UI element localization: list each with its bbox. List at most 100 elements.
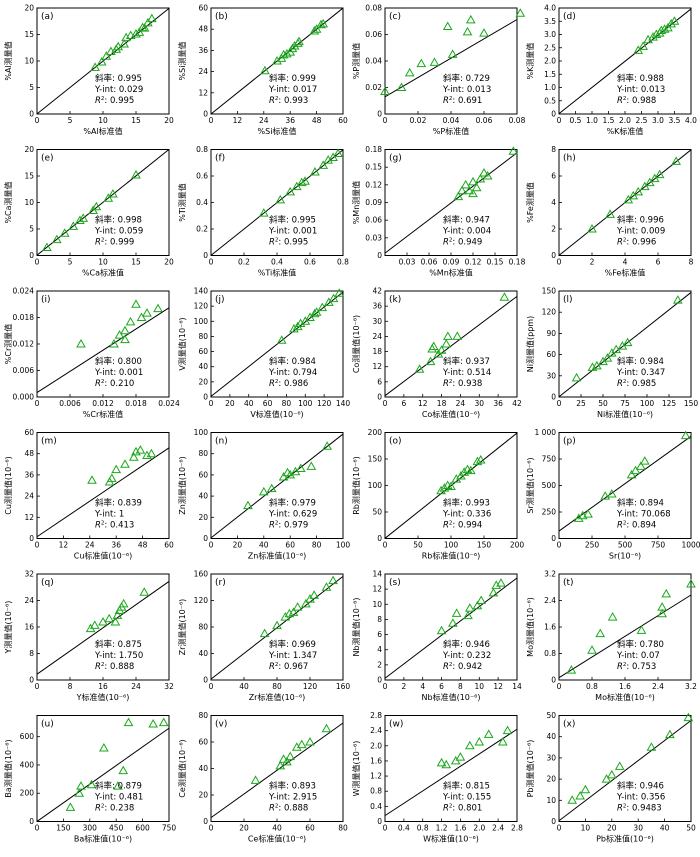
yint-stat: Y-int: 1 xyxy=(94,510,124,520)
data-point xyxy=(109,338,119,348)
data-point xyxy=(123,717,134,727)
y-tick-label: 20 xyxy=(198,791,208,800)
y-tick-label: 0.8 xyxy=(196,145,208,154)
data-point xyxy=(328,575,338,585)
r2-stat: R2: 0.949 xyxy=(443,238,482,248)
x-axis-label: %Mn标准值 xyxy=(429,268,473,278)
slope-stat: 斜率: 0.947 xyxy=(443,215,490,226)
x-tick-label: 120 xyxy=(317,399,332,408)
x-tick-label: 6 xyxy=(401,399,406,408)
data-point xyxy=(680,430,691,440)
panel-label: (g) xyxy=(389,154,402,164)
x-tick-label: 60 xyxy=(164,541,174,550)
yint-stat: Y-int: 1.347 xyxy=(268,651,317,661)
panel-label: (a) xyxy=(41,12,54,22)
data-point xyxy=(451,608,462,617)
x-tick-label: 5 xyxy=(68,258,73,267)
x-tick-label: 500 xyxy=(618,541,633,550)
y-tick-label: 0.06 xyxy=(365,30,382,39)
chart-panel-b: 0 12 24 36 48 60 0 12 24 36 48 60 %Si标准值 %Si测量值 (b) 斜率:… xyxy=(177,4,348,137)
data-point xyxy=(659,24,670,33)
panel-label: (p) xyxy=(563,437,576,447)
y-tick-label: 0 xyxy=(29,534,34,543)
y-tick-label: 36 xyxy=(198,46,208,55)
y-tick-label: 100 xyxy=(194,317,209,326)
plot-frame xyxy=(384,573,518,681)
y-tick-label: 200 xyxy=(368,428,383,437)
x-tick-label: 120 xyxy=(303,682,318,691)
x-axis-label: Nb标准值(10⁻⁶) xyxy=(422,692,481,702)
x-tick-label: 12 xyxy=(233,116,243,125)
data-point xyxy=(575,791,585,800)
regression-line xyxy=(36,307,170,394)
chart-panel-i: 0 0.006 0.012 0.018 0.024 0.000 0.006 0.012 0.01… xyxy=(3,287,180,420)
y-tick-label: 24 xyxy=(24,596,34,605)
x-tick-label: 50 xyxy=(686,824,696,833)
x-tick-label: 2.0 xyxy=(619,116,631,125)
y-tick-label: 0.5 xyxy=(544,96,556,105)
data-point xyxy=(119,39,129,48)
x-tick-label: 24 xyxy=(85,541,95,550)
x-tick-label: 0.4 xyxy=(271,258,283,267)
x-tick-label: 0.8 xyxy=(417,824,429,833)
x-tick-label: 12 xyxy=(418,399,428,408)
data-point xyxy=(258,208,269,217)
regression-line xyxy=(36,581,170,675)
data-point xyxy=(334,288,345,297)
x-tick-label: 140 xyxy=(336,399,351,408)
data-point xyxy=(118,598,129,608)
data-point xyxy=(91,201,102,211)
data-point xyxy=(661,588,672,598)
r2-stat: R2: 0.238 xyxy=(95,804,134,814)
panel-label: (l) xyxy=(563,295,573,305)
x-tick-label: 0.8 xyxy=(586,682,598,691)
r2-stat: R2: 0.691 xyxy=(443,96,482,106)
data-point xyxy=(464,740,475,750)
yint-stat: Y-int: 0.017 xyxy=(268,85,317,95)
regression-line xyxy=(36,149,170,256)
chart-panel-n: 0 20 40 60 80 100 0 20 40 60 80 100 Zn标准值(10⁻⁶) Zn测量值… xyxy=(177,428,350,561)
data-point xyxy=(587,223,597,233)
y-tick-label: 60 xyxy=(198,470,208,479)
y-axis-label: %Al测量值 xyxy=(3,41,13,80)
y-tick-label: 120 xyxy=(542,308,557,317)
x-tick-label: 1.2 xyxy=(436,824,448,833)
y-tick-label: 0 xyxy=(551,251,556,260)
y-tick-label: 12 xyxy=(24,513,34,522)
data-point xyxy=(602,353,613,362)
data-point xyxy=(120,459,130,468)
x-axis-label: %P标准值 xyxy=(433,126,469,136)
x-tick-label: 6 xyxy=(656,258,661,267)
data-point xyxy=(131,446,141,456)
data-point xyxy=(103,193,114,202)
x-tick-label: 0 xyxy=(209,258,214,267)
y-tick-label: 0.012 xyxy=(13,340,35,349)
y-tick-label: 0 xyxy=(29,817,34,826)
y-tick-label: 6 xyxy=(551,172,556,181)
data-point xyxy=(120,325,130,335)
y-tick-label: 60 xyxy=(24,428,34,437)
data-point xyxy=(447,49,458,58)
x-tick-label: 12 xyxy=(59,541,69,550)
yint-stat: Y-int: 0.013 xyxy=(616,85,665,95)
x-tick-label: 0 xyxy=(209,824,214,833)
x-tick-label: 20 xyxy=(164,258,174,267)
data-point xyxy=(295,318,306,328)
r2-stat: R2: 0.999 xyxy=(95,238,134,248)
x-axis-label: %Cr标准值 xyxy=(83,409,123,419)
y-axis-label: %Fe测量值 xyxy=(525,182,535,223)
y-tick-label: 0.04 xyxy=(365,57,382,66)
data-point xyxy=(657,602,667,611)
x-axis-label: V标准值(10⁻⁶) xyxy=(250,409,303,419)
x-tick-label: 2.4 xyxy=(492,824,504,833)
yint-stat: Y-int: 0.029 xyxy=(94,85,143,95)
x-tick-label: 24 xyxy=(131,682,141,691)
y-tick-label: 30 xyxy=(546,371,556,380)
chart-panel-w: 0 0.4 0.8 1.2 1.6 2.0 2.4 2.8 0 0.4 0.8 1.2 1.6 2.0 2.… xyxy=(351,711,523,844)
plot-frame xyxy=(210,432,344,539)
y-tick-label: 60 xyxy=(198,738,208,747)
y-tick-label: 18 xyxy=(372,347,382,356)
x-tick-label: 0 xyxy=(383,541,388,550)
data-point xyxy=(491,580,502,589)
plot-frame xyxy=(384,715,518,822)
